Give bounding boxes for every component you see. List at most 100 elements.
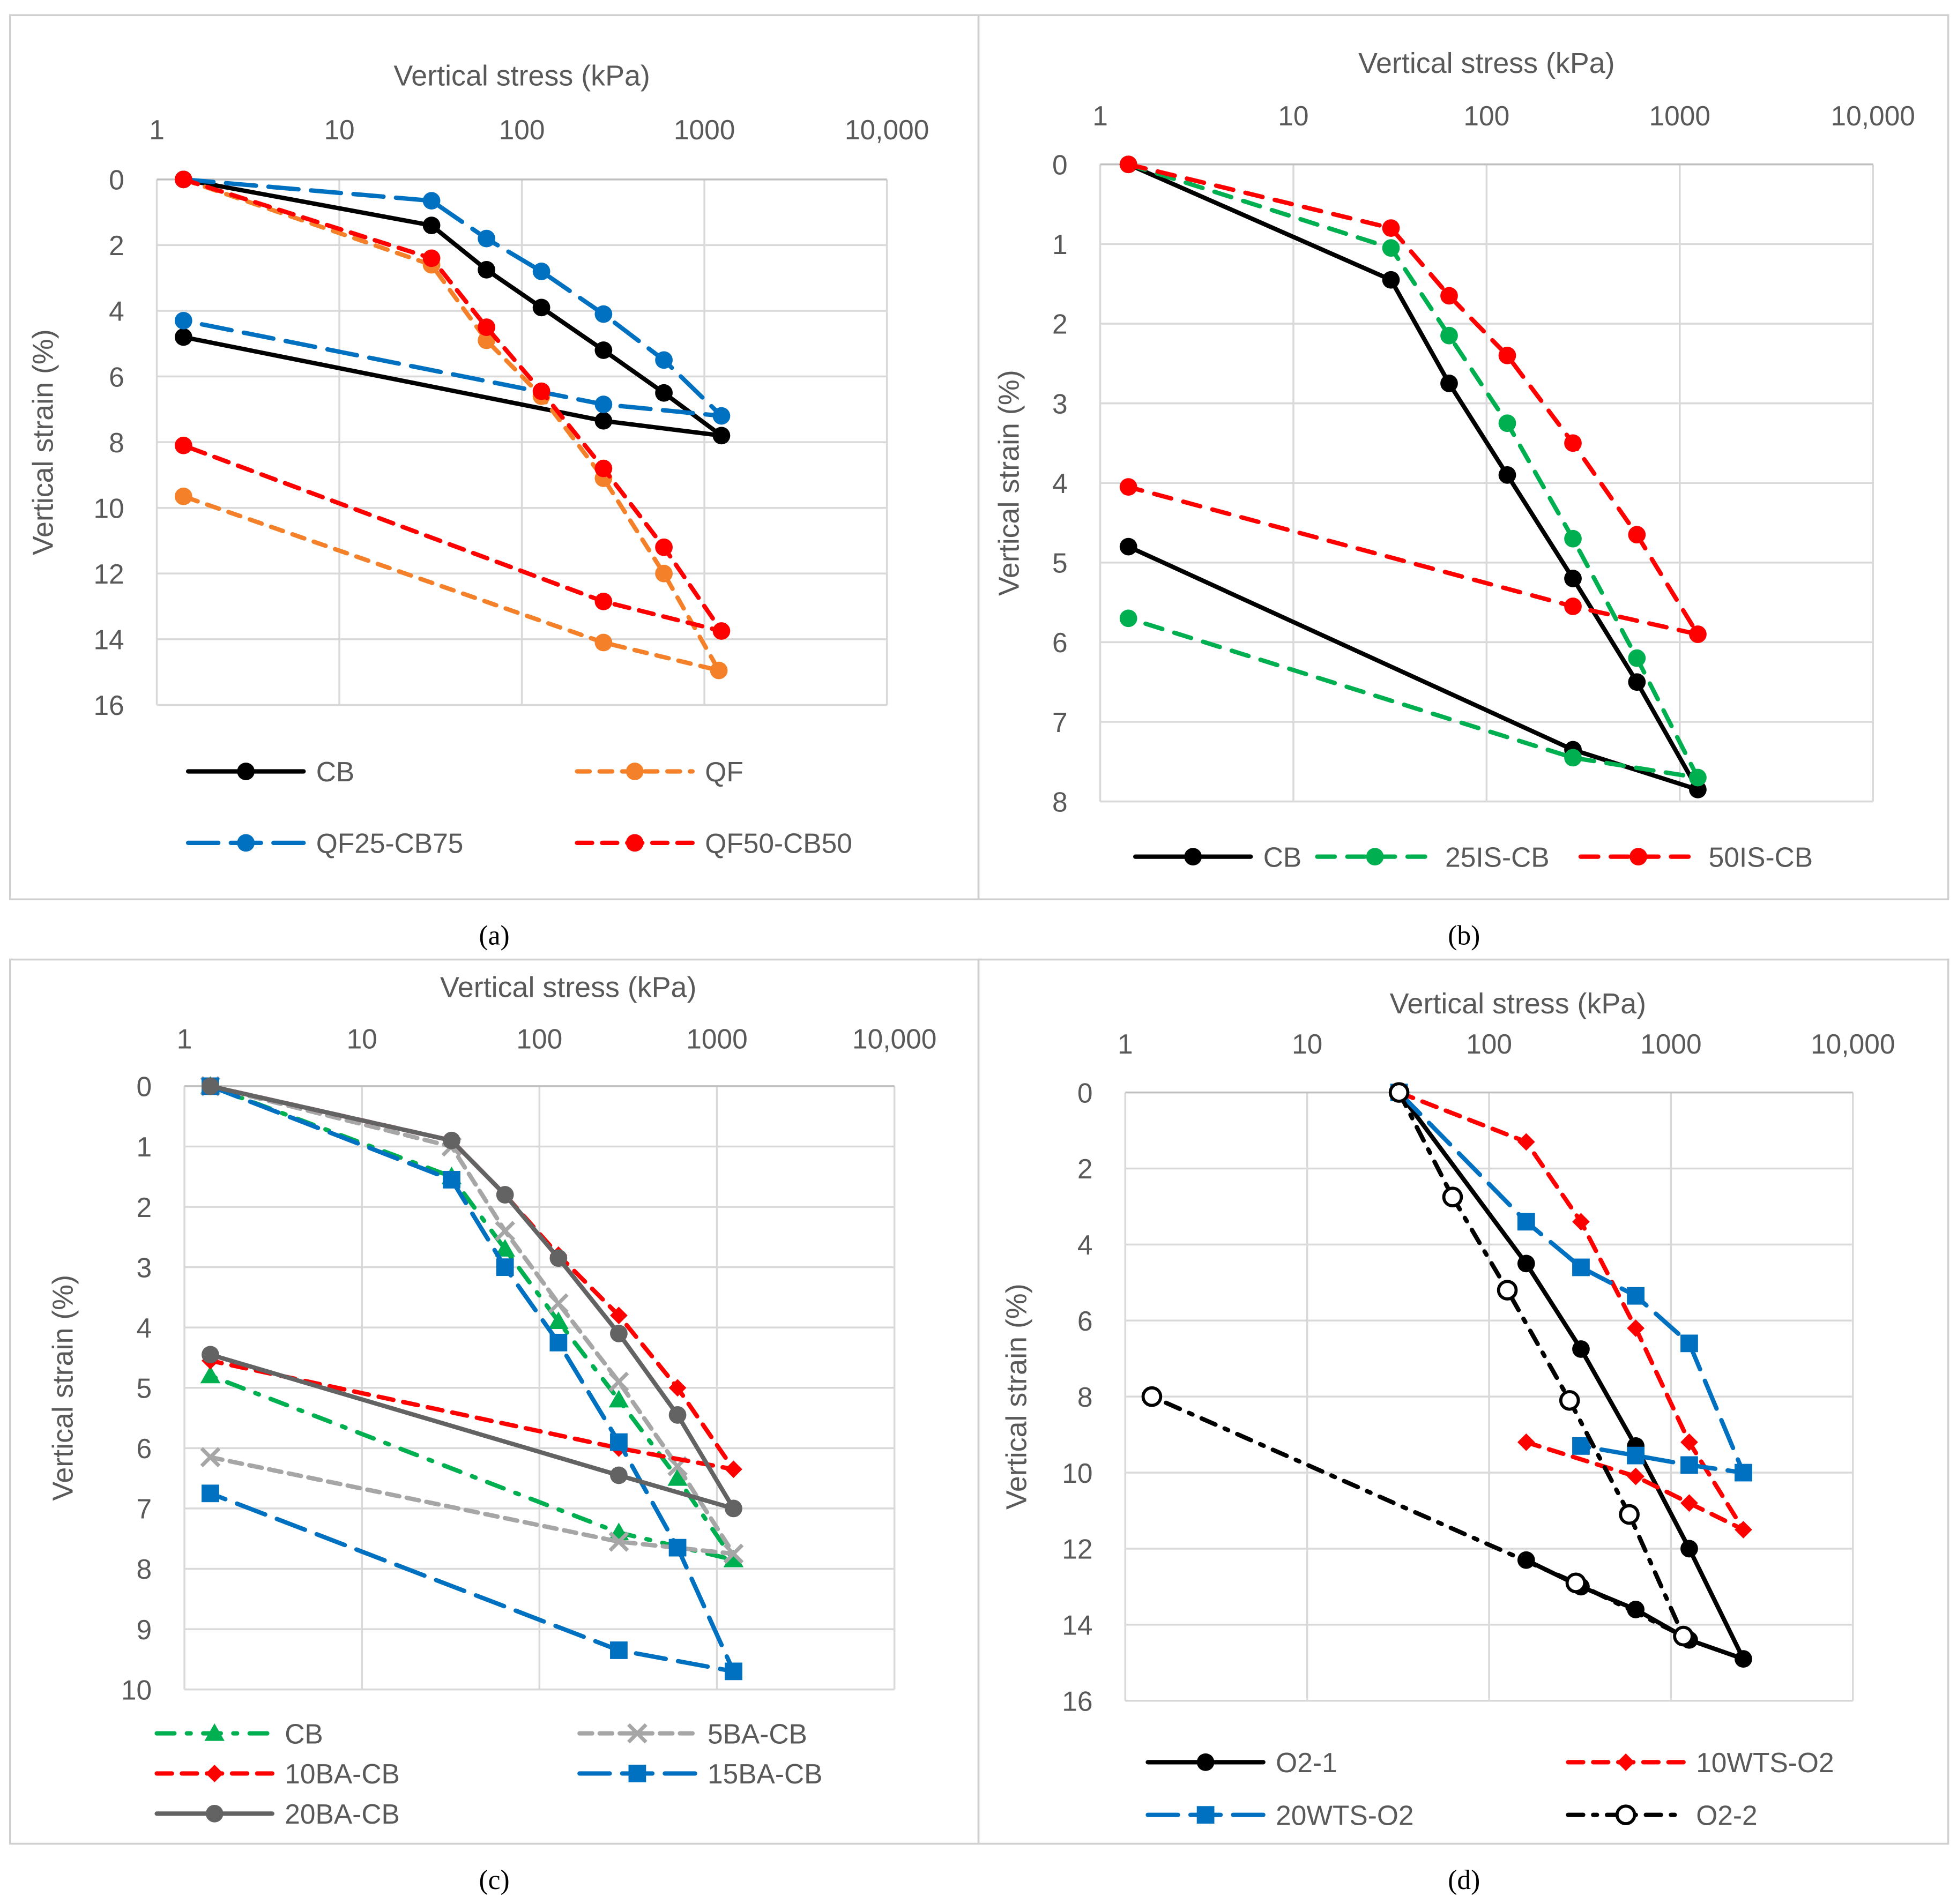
data-point — [202, 1077, 219, 1095]
data-point — [1440, 375, 1458, 392]
data-point — [1627, 1446, 1645, 1465]
data-point — [608, 1522, 629, 1540]
series-50is-cb — [1119, 155, 1707, 643]
data-point — [1628, 673, 1646, 691]
legend-marker — [626, 763, 644, 780]
data-point — [1735, 1464, 1752, 1482]
legend-marker — [1196, 1753, 1215, 1771]
data-point — [1119, 155, 1137, 174]
data-point — [422, 249, 441, 267]
data-point — [594, 341, 613, 359]
legend-label: 10WTS-O2 — [1696, 1747, 1834, 1778]
data-point — [668, 1539, 687, 1557]
x-tick-label: 10,000 — [852, 1024, 936, 1055]
y-tick-label: 9 — [137, 1614, 152, 1645]
x-tick-label: 100 — [516, 1024, 562, 1055]
data-point — [655, 351, 673, 369]
data-point — [723, 1549, 744, 1567]
y-tick-label: 4 — [109, 296, 124, 327]
legend-marker — [1629, 848, 1647, 866]
series-line — [208, 1084, 736, 1556]
series-10wts-o2 — [1390, 1084, 1752, 1539]
series-15ba-cb — [202, 1077, 742, 1681]
data-point — [174, 170, 192, 189]
y-tick-label: 4 — [137, 1312, 152, 1343]
legend-marker — [205, 1765, 224, 1782]
data-point — [1565, 1572, 1587, 1594]
legend-label: 15BA-CB — [708, 1758, 823, 1789]
chart-d: 1 10 100 1000 10,000 0 2 4 6 8 10 12 14 16 Vertical st… — [1000, 988, 1895, 1831]
x-tick-label: 10,000 — [845, 114, 929, 145]
series-line — [1149, 1090, 1686, 1639]
data-point — [1680, 1540, 1698, 1558]
x-tick-label: 1000 — [686, 1024, 748, 1055]
x-axis-title: Vertical stress (kPa) — [393, 59, 650, 92]
data-point — [202, 1346, 219, 1364]
legend-item: 10WTS-O2 — [1566, 1747, 1834, 1778]
y-tick-label: 1 — [137, 1131, 152, 1162]
y-axis-title: Vertical strain (%) — [1000, 1283, 1032, 1510]
legend-item: QF — [575, 756, 743, 787]
data-point — [608, 1390, 629, 1408]
legend-label: 20BA-CB — [285, 1798, 400, 1830]
series-line — [181, 177, 724, 633]
y-tick-label: 2 — [137, 1192, 152, 1223]
y-axis-title: Vertical strain (%) — [27, 329, 59, 555]
x-tick-label: 1000 — [1649, 100, 1711, 131]
x-axis-title: Vertical stress (kPa) — [440, 972, 696, 1004]
data-point — [1735, 1521, 1752, 1539]
caption-c: (c) — [479, 1865, 510, 1895]
x-tick-label: 10,000 — [1811, 1028, 1895, 1059]
y-tick-label: 8 — [1052, 786, 1068, 817]
data-point — [1680, 1494, 1698, 1512]
data-point — [1619, 1504, 1640, 1525]
chart-a: 1 10 100 1000 10,000 0 2 4 6 8 10 12 14 16 Vertical st… — [27, 59, 929, 858]
y-tick-label: 0 — [1052, 149, 1068, 180]
x-tick-label: 10 — [1278, 100, 1308, 131]
data-point — [1119, 609, 1137, 628]
data-point — [532, 298, 550, 317]
data-point — [594, 412, 613, 430]
x-tick-label: 1 — [1092, 100, 1108, 131]
legend-label: 5BA-CB — [708, 1718, 807, 1749]
legend-item: CB — [154, 1718, 323, 1749]
data-point — [1559, 1390, 1580, 1411]
data-point — [1564, 434, 1582, 452]
y-tick-label: 8 — [1077, 1382, 1093, 1413]
series-line — [181, 177, 724, 438]
legend-marker — [1196, 1806, 1215, 1824]
y-tick-label: 3 — [1052, 388, 1068, 419]
legend-marker — [627, 1723, 648, 1744]
data-point — [667, 1468, 688, 1486]
legend-marker — [1366, 848, 1384, 866]
x-tick-label: 10,000 — [1830, 100, 1915, 131]
data-point — [1689, 768, 1707, 787]
legend-item: 20BA-CB — [154, 1798, 400, 1830]
legend-marker — [237, 763, 255, 780]
y-tick-label: 5 — [137, 1373, 152, 1404]
series-25is-cb — [1119, 155, 1707, 787]
legend-item: QF25-CB75 — [185, 828, 464, 859]
data-point — [1572, 1258, 1590, 1276]
y-tick-label: 10 — [93, 492, 124, 524]
y-tick-label: 0 — [1077, 1077, 1093, 1108]
data-point — [1564, 529, 1582, 548]
data-point — [478, 229, 495, 248]
series-qf50-cb50 — [174, 170, 731, 640]
data-point — [608, 1371, 629, 1392]
data-point — [200, 1365, 221, 1384]
series-20wts-o2 — [1390, 1084, 1752, 1482]
x-tick-label: 10 — [1292, 1028, 1322, 1059]
legend-item: 25IS-CB — [1315, 841, 1550, 872]
data-point — [712, 427, 731, 445]
legend-label: QF25-CB75 — [316, 828, 464, 859]
data-point — [725, 1499, 742, 1518]
data-point — [1517, 1433, 1535, 1451]
data-point — [1497, 1280, 1518, 1301]
data-point — [549, 1333, 568, 1352]
data-point — [1442, 1186, 1463, 1208]
y-tick-label: 2 — [1052, 309, 1068, 340]
x-tick-label: 1000 — [674, 114, 735, 145]
data-point — [478, 260, 495, 279]
